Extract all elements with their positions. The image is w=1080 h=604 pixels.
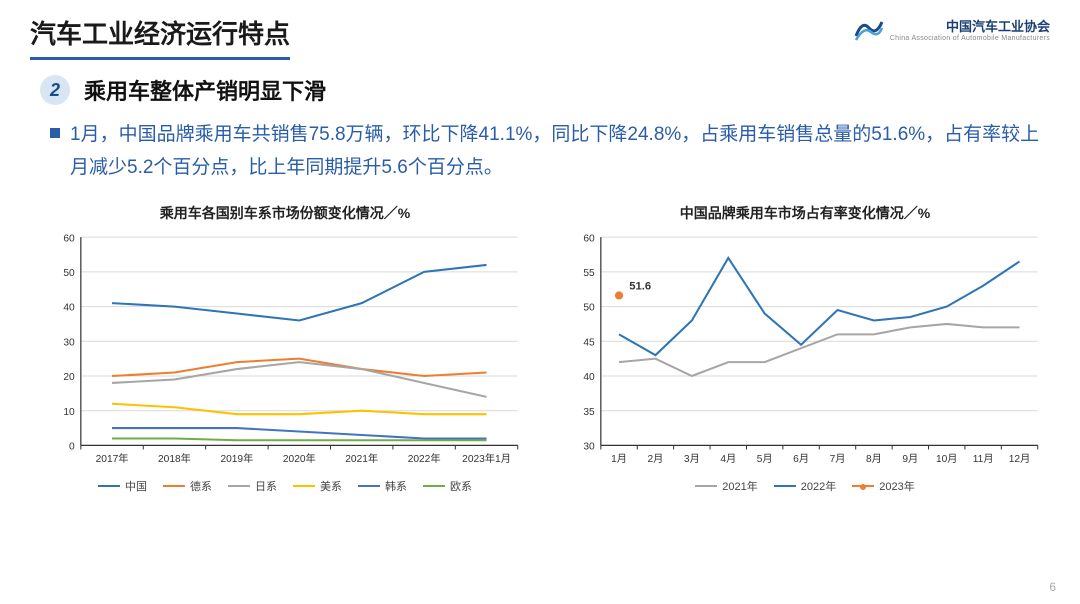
section-title: 乘用车整体产销明显下滑 (84, 74, 326, 106)
page-number: 6 (1049, 580, 1056, 594)
legend-item: 2021年 (695, 478, 757, 494)
svg-text:0: 0 (69, 441, 75, 452)
svg-text:1月: 1月 (611, 452, 627, 464)
chart2-svg: 30 35 40 45 50 55 60 1月 2月 3月 4月 5月 6月 7月 8月 9月 10月 11月 12… (560, 229, 1050, 474)
svg-text:40: 40 (583, 372, 595, 383)
chart-right: 中国品牌乘用车市场占有率变化情况／% 30 35 40 45 50 55 60 1月 2月 3月 4… (560, 203, 1050, 494)
logo-icon (854, 14, 884, 44)
svg-text:50: 50 (583, 302, 595, 313)
section-header: 2 乘用车整体产销明显下滑 (0, 60, 1080, 114)
section-number-badge: 2 (40, 75, 70, 105)
svg-text:2022年: 2022年 (408, 451, 441, 464)
svg-text:30: 30 (63, 337, 75, 348)
bullet-text: 1月，中国品牌乘用车共销售75.8万辆，环比下降41.1%，同比下降24.8%，… (70, 118, 1040, 185)
legend-item: 2022年 (774, 478, 836, 494)
svg-text:5月: 5月 (757, 452, 773, 464)
svg-text:7月: 7月 (830, 452, 846, 464)
svg-text:2017年: 2017年 (96, 451, 129, 464)
svg-text:2021年: 2021年 (345, 451, 378, 464)
svg-text:35: 35 (583, 406, 595, 417)
svg-text:51.6: 51.6 (629, 280, 651, 292)
svg-text:50: 50 (63, 267, 75, 278)
svg-text:4月: 4月 (720, 452, 736, 464)
legend-item: 欧系 (423, 478, 472, 494)
svg-text:12月: 12月 (1009, 452, 1031, 464)
svg-text:2023年1月: 2023年1月 (462, 451, 511, 464)
svg-text:2020年: 2020年 (283, 451, 316, 464)
svg-text:11月: 11月 (973, 452, 994, 464)
svg-text:2018年: 2018年 (158, 451, 191, 464)
svg-text:10月: 10月 (936, 452, 958, 464)
logo-block: 中国汽车工业协会 China Association of Automobile… (854, 14, 1050, 44)
legend-item: 韩系 (358, 478, 407, 494)
legend-item: 美系 (293, 478, 342, 494)
svg-text:10: 10 (63, 406, 75, 417)
chart1-legend: 中国德系日系美系韩系欧系 (40, 478, 530, 494)
bullet-block: 1月，中国品牌乘用车共销售75.8万辆，环比下降41.1%，同比下降24.8%，… (0, 114, 1080, 185)
chart-left: 乘用车各国别车系市场份额变化情况／% 0 10 20 30 40 50 60 2017年 201… (40, 203, 530, 494)
bullet-marker-icon (50, 128, 60, 138)
svg-text:45: 45 (583, 337, 595, 348)
org-name-cn: 中国汽车工业协会 (890, 16, 1050, 35)
svg-text:55: 55 (583, 267, 595, 278)
chart2-title: 中国品牌乘用车市场占有率变化情况／% (560, 203, 1050, 223)
charts-row: 乘用车各国别车系市场份额变化情况／% 0 10 20 30 40 50 60 2017年 201… (0, 185, 1080, 494)
svg-text:9月: 9月 (902, 452, 918, 464)
svg-text:3月: 3月 (684, 452, 700, 464)
org-name-en: China Association of Automobile Manufact… (890, 35, 1050, 42)
header: 汽车工业经济运行特点 中国汽车工业协会 China Association of… (0, 0, 1080, 60)
legend-item: 2023年 (852, 478, 914, 494)
chart2-legend: 2021年 2022年 2023年 (560, 478, 1050, 494)
chart1-svg: 0 10 20 30 40 50 60 2017年 2018年 2019年 2020年 2021年 20… (40, 229, 530, 474)
svg-text:30: 30 (583, 441, 595, 452)
svg-text:60: 60 (63, 233, 75, 244)
chart1-title: 乘用车各国别车系市场份额变化情况／% (40, 203, 530, 223)
svg-text:8月: 8月 (866, 452, 882, 464)
svg-text:2月: 2月 (648, 452, 664, 464)
svg-text:40: 40 (63, 302, 75, 313)
svg-text:6月: 6月 (793, 452, 809, 464)
svg-text:2019年: 2019年 (220, 451, 253, 464)
svg-text:60: 60 (583, 233, 595, 244)
legend-item: 德系 (163, 478, 212, 494)
svg-text:20: 20 (63, 372, 75, 383)
legend-item: 中国 (98, 478, 147, 494)
legend-item: 日系 (228, 478, 277, 494)
page-title: 汽车工业经济运行特点 (30, 14, 290, 60)
